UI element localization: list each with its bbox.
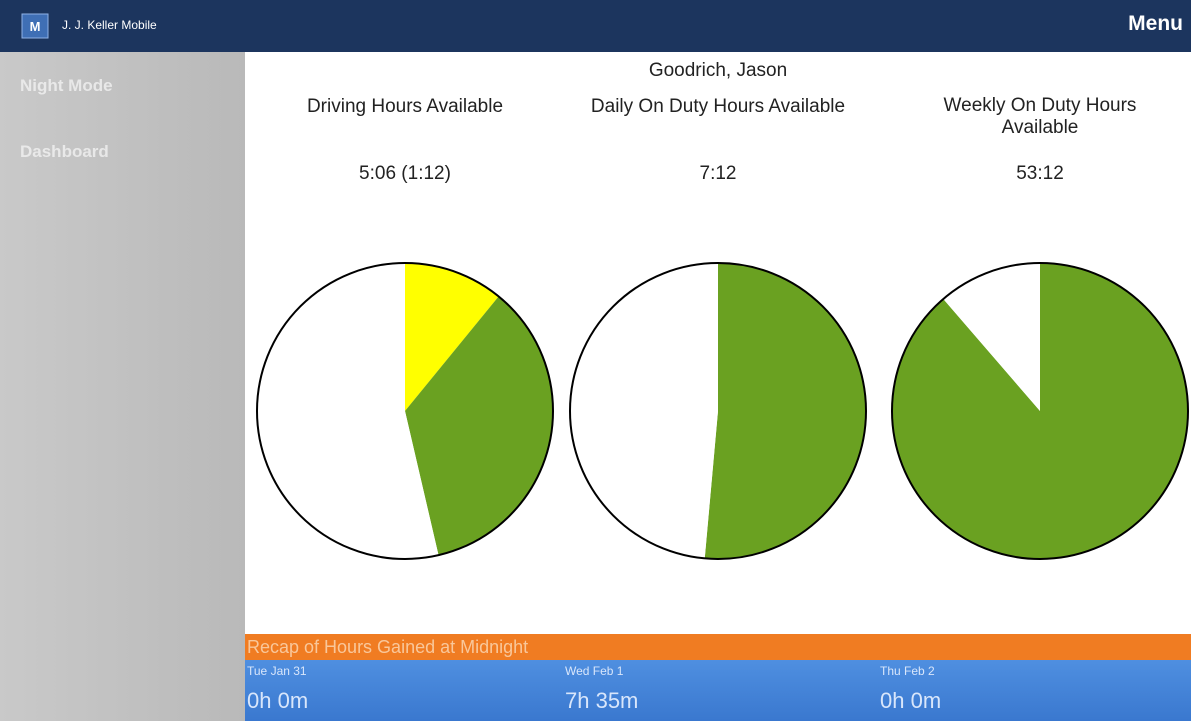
gauge-value: 7:12 bbox=[699, 163, 737, 184]
pie-slice bbox=[704, 263, 866, 559]
pie-slice bbox=[405, 296, 553, 556]
driver-name: Goodrich, Jason bbox=[648, 60, 788, 81]
day-date: Tue Jan 31 bbox=[247, 664, 307, 678]
menu-button[interactable]: Menu bbox=[1128, 12, 1183, 35]
pie-chart bbox=[891, 262, 1189, 560]
pie-slice bbox=[569, 263, 718, 559]
pie-chart bbox=[256, 262, 554, 560]
sidebar-item[interactable]: Night Mode bbox=[20, 76, 113, 95]
gauge-value: 5:06 (1:12) bbox=[359, 163, 451, 184]
pie-outline bbox=[569, 262, 867, 560]
pie-slice bbox=[257, 263, 439, 559]
app-name: J. J. Keller Mobile bbox=[62, 18, 157, 32]
gauge-title: Weekly On Duty Hours Available bbox=[943, 95, 1137, 138]
svg-text:M: M bbox=[30, 19, 41, 34]
day-hours: 0h 0m bbox=[880, 688, 942, 713]
header-bar: M J. J. Keller Mobile Menu bbox=[0, 0, 1191, 52]
pie-slice bbox=[405, 263, 499, 411]
gauge-value: 53:12 bbox=[1016, 163, 1064, 184]
day-date: Thu Feb 2 bbox=[880, 664, 935, 678]
sidebar: Night Mode Dashboard bbox=[0, 52, 245, 721]
gauge-title: Daily On Duty Hours Available bbox=[590, 96, 846, 117]
day-hours: 0h 0m bbox=[247, 688, 309, 713]
recap-days: Tue Jan 31 0h 0m Wed Feb 1 7h 35m Thu Feb 2 0… bbox=[245, 660, 1191, 721]
pie-chart bbox=[569, 262, 867, 560]
pie-outline bbox=[256, 262, 554, 560]
gauge-title: Driving Hours Available bbox=[306, 96, 504, 117]
day-date: Wed Feb 1 bbox=[565, 664, 624, 678]
day-hours: 7h 35m bbox=[565, 688, 639, 713]
sidebar-item[interactable]: Dashboard bbox=[20, 142, 109, 161]
pie-slice bbox=[943, 263, 1040, 411]
recap-title: Recap of Hours Gained at Midnight bbox=[245, 634, 1191, 660]
pie-outline bbox=[891, 262, 1189, 560]
app-logo: M bbox=[21, 13, 49, 39]
